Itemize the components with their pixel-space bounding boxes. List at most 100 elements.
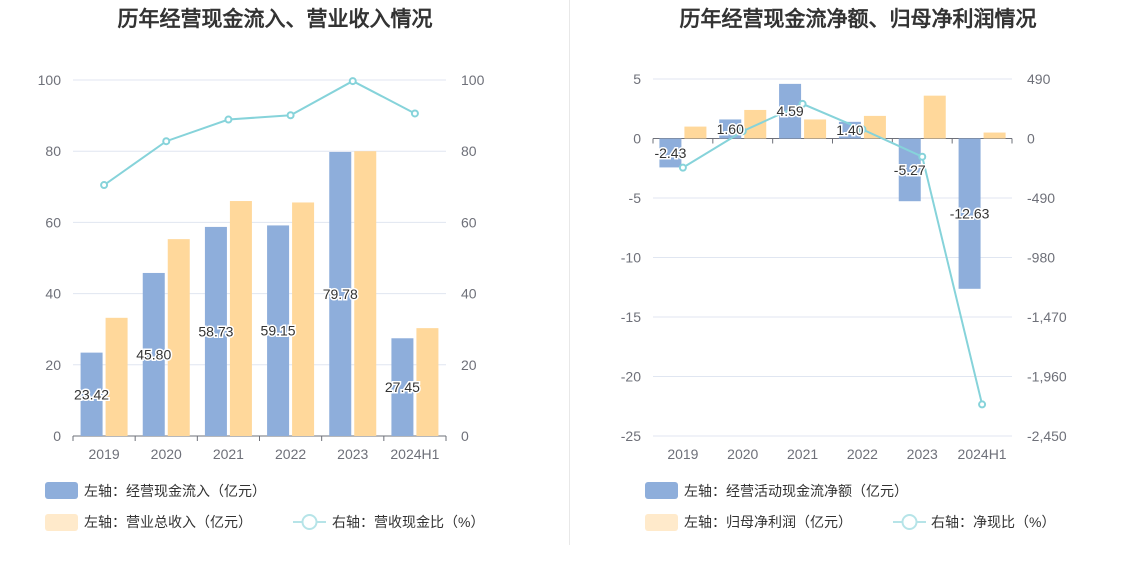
- data-label: 1.60: [717, 121, 744, 137]
- data-label: -5.27: [894, 162, 926, 178]
- bar-secondary[interactable]: [105, 317, 128, 436]
- data-labels: 23.42 45.80 58.73 59.15 79.78 27.45: [73, 284, 422, 403]
- data-label: 59.15: [261, 323, 296, 339]
- left-axis-tick-label: -15: [621, 309, 641, 325]
- legend-item-series-2[interactable]: 左轴：营业总收入（亿元）: [45, 514, 252, 531]
- data-label: 1.40: [836, 122, 863, 138]
- bar-primary[interactable]: [391, 338, 414, 436]
- legend-item-series-2[interactable]: 左轴：归母净利润（亿元）: [645, 514, 852, 531]
- bar-secondary[interactable]: [354, 151, 377, 436]
- bar-secondary[interactable]: [229, 201, 252, 436]
- left-axis-tick-label: 5: [633, 71, 641, 87]
- data-label: 58.73: [198, 323, 233, 339]
- bar-primary[interactable]: [329, 151, 352, 436]
- right-axis-tick-label: 0: [461, 428, 469, 444]
- bar-secondary[interactable]: [804, 119, 827, 139]
- bar-primary[interactable]: [779, 83, 802, 139]
- legend-label: 左轴：经营活动现金流净额（亿元）: [684, 483, 908, 499]
- legend: 左轴：经营现金流入（亿元） 左轴：营业总收入（亿元） 右轴：营收现金比（%）: [45, 482, 484, 531]
- x-axis: 2019 2020 2021 2022 2023 2024H1: [652, 138, 1013, 462]
- bar-primary[interactable]: [719, 119, 742, 139]
- grid-lines: [653, 78, 1012, 437]
- ratio-point[interactable]: [286, 111, 295, 120]
- bar-secondary[interactable]: [292, 202, 315, 436]
- ratio-point[interactable]: [858, 125, 867, 134]
- bar-secondary[interactable]: [923, 95, 946, 139]
- left-axis-tick-label: -25: [621, 428, 641, 444]
- legend: 左轴：经营活动现金流净额（亿元） 左轴：归母净利润（亿元） 右轴：净现比（%）: [645, 482, 1055, 531]
- x-axis-tick-label: 2022: [847, 446, 878, 462]
- data-label: 4.59: [776, 103, 803, 119]
- bar-secondary[interactable]: [416, 328, 439, 436]
- legend-swatch: [645, 514, 678, 531]
- legend-swatch: [645, 482, 678, 499]
- x-axis-tick-label: 2020: [727, 446, 758, 462]
- ratio-line: [678, 99, 987, 409]
- data-label: 27.45: [385, 379, 420, 395]
- x-axis-tick-label: 2019: [89, 446, 120, 462]
- left-axis-tick-label: 40: [45, 286, 61, 302]
- bar-secondary[interactable]: [983, 132, 1006, 139]
- legend-marker: [901, 514, 918, 530]
- right-axis-tick-label: -1,960: [1027, 369, 1067, 385]
- bar-primary[interactable]: [659, 138, 682, 168]
- x-axis-tick-label: 2021: [787, 446, 818, 462]
- ratio-point[interactable]: [100, 181, 109, 190]
- legend-label: 左轴：经营现金流入（亿元）: [84, 483, 266, 499]
- left-axis-tick-label: 0: [53, 428, 61, 444]
- right-axis-tick-label: 490: [1027, 71, 1051, 87]
- ratio-point[interactable]: [224, 115, 233, 124]
- ratio-point[interactable]: [348, 77, 357, 86]
- legend-swatch: [45, 482, 78, 499]
- right-axis-tick-label: -1,470: [1027, 309, 1067, 325]
- ratio-point[interactable]: [798, 99, 807, 108]
- chart-title: 历年经营现金流入、营业收入情况: [118, 7, 433, 31]
- legend-item-series-1[interactable]: 左轴：经营现金流入（亿元）: [45, 482, 266, 499]
- bar-primary[interactable]: [204, 226, 227, 436]
- left-axis-tick-label: -20: [621, 369, 641, 385]
- data-label: 45.80: [136, 346, 171, 362]
- ratio-point[interactable]: [678, 163, 687, 172]
- ratio-point[interactable]: [918, 152, 927, 161]
- bar-secondary[interactable]: [167, 239, 190, 436]
- bar-primary[interactable]: [958, 138, 981, 289]
- x-axis-tick-label: 2022: [275, 446, 306, 462]
- x-axis-tick-label: 2024H1: [390, 446, 439, 462]
- right-axis-tick-label: -2,450: [1027, 428, 1067, 444]
- legend-label: 右轴：净现比（%）: [931, 514, 1055, 530]
- right-axis-tick-label: 40: [461, 286, 477, 302]
- right-axis-tick-label: 20: [461, 357, 477, 373]
- ratio-line-path: [103, 79, 416, 186]
- left-axis-tick-label: -10: [621, 250, 641, 266]
- bar-secondary[interactable]: [684, 126, 707, 139]
- data-label: 23.42: [74, 386, 109, 402]
- ratio-point[interactable]: [410, 109, 419, 118]
- right-axis-tick-label: 60: [461, 214, 477, 230]
- right-axis-tick-label: 0: [1027, 131, 1035, 147]
- bar-primary[interactable]: [80, 352, 103, 436]
- left-axis-tick-label: 20: [45, 357, 61, 373]
- left-axis-ticks: 100 80 60 40 20 0: [38, 72, 62, 444]
- legend-label: 左轴：归母净利润（亿元）: [684, 514, 852, 530]
- data-label: -2.43: [654, 145, 686, 161]
- legend-item-series-3[interactable]: 右轴：净现比（%）: [893, 514, 1055, 530]
- legend-label: 右轴：营收现金比（%）: [332, 514, 484, 530]
- ratio-point[interactable]: [738, 127, 747, 136]
- ratio-point[interactable]: [162, 137, 171, 146]
- legend-swatch: [45, 514, 78, 531]
- data-labels: -2.43 1.60 4.59 1.40 -5.27 -12.63: [653, 102, 991, 223]
- x-axis-tick-label: 2023: [907, 446, 938, 462]
- bars: [80, 151, 439, 436]
- legend-item-series-1[interactable]: 左轴：经营活动现金流净额（亿元）: [645, 482, 908, 499]
- ratio-point[interactable]: [978, 400, 987, 409]
- chart-title: 历年经营现金流净额、归母净利润情况: [680, 7, 1037, 31]
- bar-primary[interactable]: [142, 272, 165, 436]
- legend-label: 左轴：营业总收入（亿元）: [84, 514, 252, 530]
- bar-secondary[interactable]: [744, 109, 767, 139]
- left-axis-tick-label: 80: [45, 143, 61, 159]
- bar-primary[interactable]: [267, 225, 290, 436]
- legend-marker: [301, 514, 318, 530]
- legend-item-series-3[interactable]: 右轴：营收现金比（%）: [293, 514, 484, 530]
